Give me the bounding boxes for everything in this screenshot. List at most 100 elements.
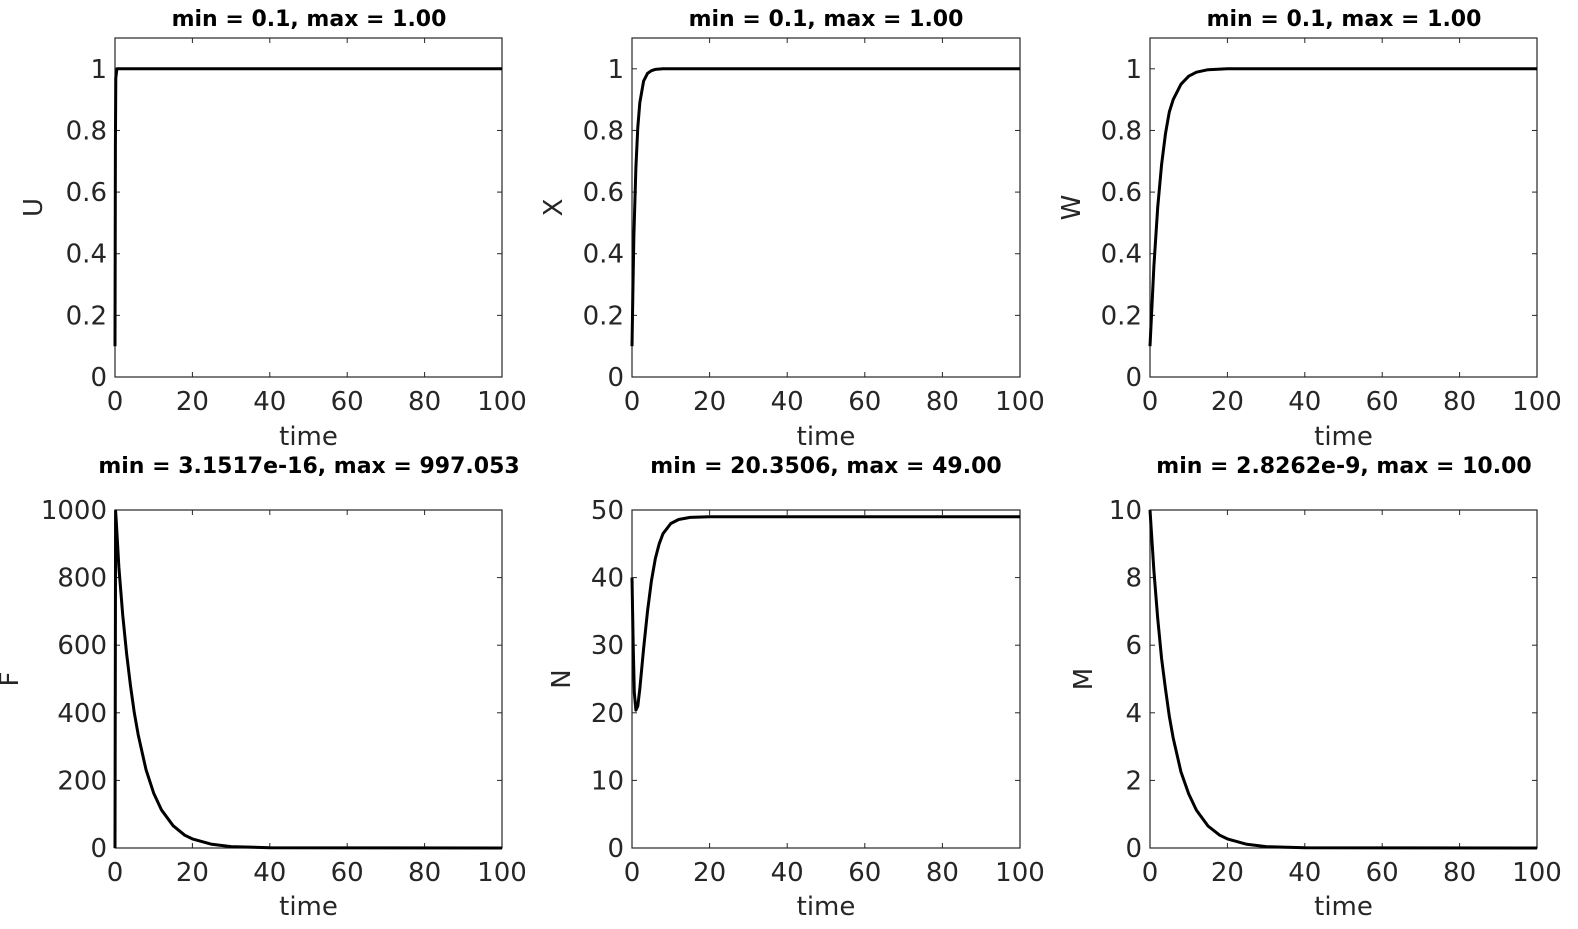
y-tick-label: 0 bbox=[607, 834, 624, 864]
y-tick-label: 0.6 bbox=[66, 178, 107, 208]
x-tick-label: 0 bbox=[107, 387, 124, 417]
subplot-3: min = 0.1, max = 1.00 0 20 40 60 80 100 0 0.2 0.4… bbox=[1057, 7, 1562, 452]
plot-area bbox=[114, 37, 503, 378]
x-axis-label: time bbox=[797, 892, 856, 922]
x-tick-label: 40 bbox=[1288, 858, 1321, 888]
subplot-5: min = 20.3506, max = 49.00 0 20 40 60 80 100 0 1… bbox=[547, 454, 1045, 922]
y-tick-label: 4 bbox=[1125, 699, 1142, 729]
y-tick-label: 0.4 bbox=[66, 240, 107, 270]
subplot-2: min = 0.1, max = 1.00 0 20 40 60 80 100 0 0.2 0.4… bbox=[539, 7, 1045, 452]
y-tick-label: 0.6 bbox=[1101, 178, 1142, 208]
x-tick-label: 100 bbox=[1512, 858, 1562, 888]
series-line-U bbox=[113, 67, 502, 347]
y-tick-label: 40 bbox=[591, 564, 624, 594]
x-tick-label: 0 bbox=[107, 858, 124, 888]
y-tick-label: 0.2 bbox=[66, 301, 107, 331]
y-axis-label: U bbox=[19, 198, 49, 217]
y-tick-label: 0 bbox=[90, 363, 107, 393]
x-tick-label: 80 bbox=[1443, 858, 1476, 888]
x-tick-label: 40 bbox=[1288, 387, 1321, 417]
x-tick-label: 20 bbox=[693, 387, 726, 417]
x-axis-label: time bbox=[1314, 892, 1373, 922]
y-tick-label: 1000 bbox=[41, 496, 107, 526]
x-tick-label: 20 bbox=[693, 858, 726, 888]
y-tick-label: 0 bbox=[1125, 834, 1142, 864]
x-tick-label: 60 bbox=[848, 387, 881, 417]
plot-area bbox=[1149, 509, 1538, 849]
x-tick-label: 100 bbox=[477, 858, 527, 888]
chart-title: min = 0.1, max = 1.00 bbox=[172, 7, 447, 32]
x-tick-label: 0 bbox=[1142, 387, 1159, 417]
x-tick-label: 0 bbox=[1142, 858, 1159, 888]
y-tick-label: 0.8 bbox=[1101, 116, 1142, 146]
y-tick-label: 20 bbox=[591, 699, 624, 729]
y-tick-label: 50 bbox=[591, 496, 624, 526]
x-tick-label: 60 bbox=[331, 387, 364, 417]
subplot-6: min = 2.8262e-9, max = 10.000 20 40 60 80 100… bbox=[1069, 454, 1562, 922]
x-tick-label: 100 bbox=[995, 858, 1045, 888]
plot-area bbox=[631, 509, 1021, 849]
y-axis-label: M bbox=[1069, 668, 1099, 690]
y-tick-label: 800 bbox=[57, 564, 107, 594]
y-tick-label: 0 bbox=[607, 363, 624, 393]
y-tick-label: 0 bbox=[90, 834, 107, 864]
x-tick-label: 20 bbox=[1211, 858, 1244, 888]
chart-title: min = 20.3506, max = 49.00 bbox=[650, 454, 1001, 479]
subplot-4: min = 3.1517e-16, max = 997.053 0 20 40 60 80… bbox=[0, 454, 527, 922]
subplot-1: min = 0.1, max = 1.00 0 20 40 60 80 100 0 0.2 0.4… bbox=[19, 7, 527, 452]
x-tick-label: 80 bbox=[1443, 387, 1476, 417]
x-tick-label: 60 bbox=[1366, 858, 1399, 888]
x-tick-label: 100 bbox=[995, 387, 1045, 417]
plot-area bbox=[114, 509, 503, 849]
y-tick-label: 8 bbox=[1125, 564, 1142, 594]
y-tick-label: 6 bbox=[1125, 631, 1142, 661]
y-tick-label: 1 bbox=[607, 55, 624, 85]
series-line-W bbox=[1148, 67, 1537, 347]
y-tick-label: 0.4 bbox=[583, 240, 624, 270]
x-tick-label: 100 bbox=[1512, 387, 1562, 417]
y-tick-label: 0.8 bbox=[583, 116, 624, 146]
y-tick-label: 2 bbox=[1125, 766, 1142, 796]
y-tick-label: 400 bbox=[57, 699, 107, 729]
series-line-M bbox=[1148, 509, 1538, 850]
x-tick-label: 20 bbox=[176, 858, 209, 888]
y-axis-label: F bbox=[0, 672, 25, 687]
x-tick-label: 20 bbox=[176, 387, 209, 417]
plot-area bbox=[1149, 37, 1538, 378]
y-tick-label: 200 bbox=[57, 766, 107, 796]
y-tick-label: 0.4 bbox=[1101, 240, 1142, 270]
y-tick-label: 1 bbox=[90, 55, 107, 85]
y-tick-label: 0.8 bbox=[66, 116, 107, 146]
chart-title: min = 2.8262e-9, max = 10.00 bbox=[1156, 454, 1531, 479]
x-tick-label: 80 bbox=[408, 858, 441, 888]
chart-title: min = 3.1517e-16, max = 997.053 bbox=[98, 454, 519, 479]
x-tick-label: 0 bbox=[624, 387, 641, 417]
x-tick-label: 40 bbox=[771, 858, 804, 888]
x-axis-label: time bbox=[1314, 422, 1373, 452]
chart-title: min = 0.1, max = 1.00 bbox=[689, 7, 964, 32]
x-tick-label: 60 bbox=[331, 858, 364, 888]
x-tick-label: 80 bbox=[926, 387, 959, 417]
x-tick-label: 100 bbox=[477, 387, 527, 417]
chart-title: min = 0.1, max = 1.00 bbox=[1207, 7, 1482, 32]
x-tick-label: 40 bbox=[253, 387, 286, 417]
series-line-N bbox=[630, 515, 1020, 712]
x-tick-label: 40 bbox=[771, 387, 804, 417]
y-tick-label: 0.6 bbox=[583, 178, 624, 208]
x-tick-label: 80 bbox=[926, 858, 959, 888]
y-tick-label: 10 bbox=[591, 766, 624, 796]
y-axis-label: W bbox=[1057, 195, 1087, 221]
x-tick-label: 0 bbox=[624, 858, 641, 888]
series-line-F bbox=[113, 509, 503, 850]
y-tick-label: 0.2 bbox=[583, 301, 624, 331]
x-tick-label: 20 bbox=[1211, 387, 1244, 417]
y-axis-label: N bbox=[547, 669, 577, 688]
x-axis-label: time bbox=[279, 422, 338, 452]
x-tick-label: 60 bbox=[1366, 387, 1399, 417]
series-line-X bbox=[630, 67, 1020, 347]
y-tick-label: 10 bbox=[1109, 496, 1142, 526]
x-tick-label: 40 bbox=[253, 858, 286, 888]
y-tick-label: 1 bbox=[1125, 55, 1142, 85]
x-tick-label: 60 bbox=[848, 858, 881, 888]
